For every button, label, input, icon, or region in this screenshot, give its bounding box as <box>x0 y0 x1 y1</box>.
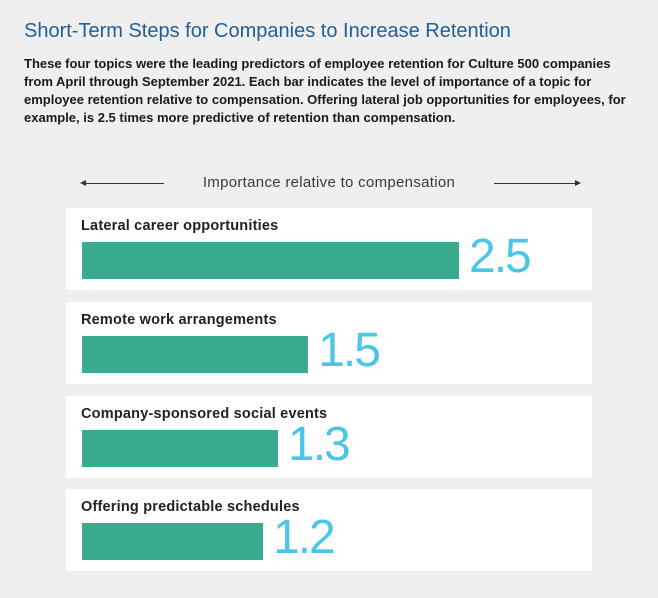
bar-label: Remote work arrangements <box>81 312 277 328</box>
bar-remote-work <box>82 336 309 373</box>
bar-value: 2.5 <box>469 230 532 283</box>
axis-label: Importance relative to compensation <box>202 174 456 191</box>
bar-panel-social-events: Company-sponsored social events 1.3 <box>66 396 592 478</box>
bar-value: 1.2 <box>273 511 336 564</box>
bar-social-events <box>82 430 278 467</box>
bar-panel-remote-work: Remote work arrangements 1.5 <box>66 302 592 384</box>
axis-header: Importance relative to compensation <box>66 172 592 196</box>
axis-line-right <box>494 183 576 184</box>
bar-value: 1.3 <box>288 418 351 471</box>
bar-value: 1.5 <box>318 324 381 377</box>
bar-label: Offering predictable schedules <box>81 499 300 515</box>
bar-lateral-career <box>82 242 459 279</box>
arrow-left-icon <box>80 180 86 186</box>
bar-panel-lateral-career: Lateral career opportunities 2.5 <box>66 208 592 290</box>
bar-panel-predictable-schedules: Offering predictable schedules 1.2 <box>66 489 592 571</box>
bar-label: Company-sponsored social events <box>81 406 328 422</box>
chart-subtitle: These four topics were the leading predi… <box>24 56 626 125</box>
bar-label: Lateral career opportunities <box>81 218 279 234</box>
arrow-right-icon <box>575 180 581 186</box>
axis-line-left <box>84 183 164 184</box>
bar-predictable-schedules <box>82 523 263 560</box>
chart-title: Short-Term Steps for Companies to Increa… <box>24 20 511 42</box>
